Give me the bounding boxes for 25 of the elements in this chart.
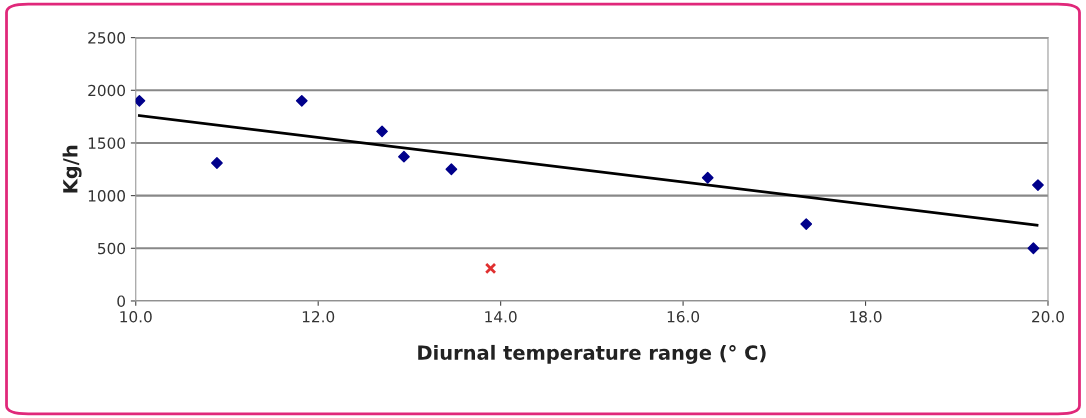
- point: [135, 94, 146, 107]
- point: [1032, 179, 1044, 191]
- x-tick-label: 14.0: [485, 310, 517, 323]
- point: [445, 163, 458, 176]
- y-tick-label: 2000: [88, 84, 126, 97]
- point: [800, 218, 813, 230]
- y-tick-label: 0: [117, 295, 126, 307]
- x-tick-label: 16.0: [667, 310, 700, 323]
- x-tick-label: 18.0: [850, 310, 882, 323]
- point: [398, 150, 410, 163]
- point: [211, 157, 223, 169]
- y-axis-title: Kg/h: [62, 145, 82, 193]
- point: [1027, 242, 1040, 255]
- y-tick-label: 1500: [88, 137, 126, 149]
- point: [295, 94, 308, 107]
- x-tick-label: 20.0: [1032, 310, 1064, 323]
- x-tick-label: 10.0: [120, 310, 152, 323]
- y-tick-label: 500: [98, 242, 126, 255]
- y-tick-label: 2500: [88, 32, 126, 44]
- point: [701, 171, 714, 184]
- x-tick-label: 12.0: [302, 310, 335, 323]
- y-tick-label: 1000: [88, 190, 126, 202]
- x-axis-title: Diurnal temperature range (° C): [418, 344, 766, 364]
- point: [484, 262, 497, 275]
- point: [376, 125, 388, 138]
